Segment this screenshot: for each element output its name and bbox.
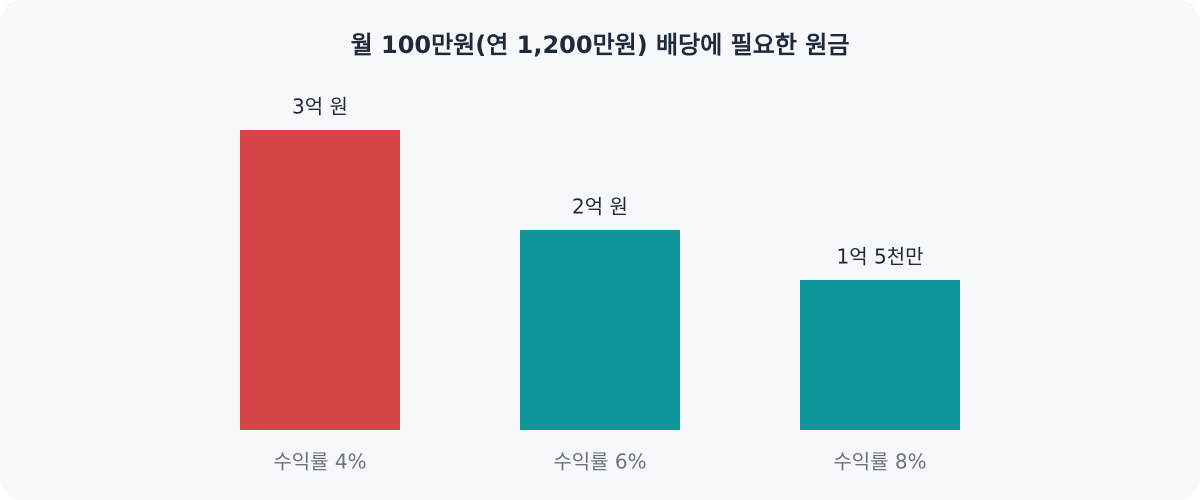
bar (800, 280, 960, 430)
chart-title: 월 100만원(연 1,200만원) 배당에 필요한 원금 (351, 31, 850, 59)
x-tick-label: 수익률 4% (273, 450, 366, 474)
bar (240, 130, 400, 430)
x-tick-label: 수익률 8% (833, 450, 926, 474)
value-label: 3억 원 (292, 95, 348, 119)
value-label: 2억 원 (572, 195, 628, 219)
value-label: 1억 5천만 (836, 245, 923, 269)
bar (520, 230, 680, 430)
x-tick-label: 수익률 6% (553, 450, 646, 474)
